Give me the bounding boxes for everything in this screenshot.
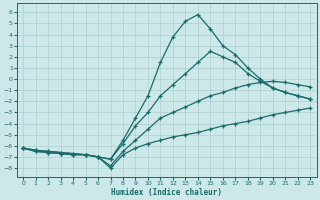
X-axis label: Humidex (Indice chaleur): Humidex (Indice chaleur) [111,188,222,197]
